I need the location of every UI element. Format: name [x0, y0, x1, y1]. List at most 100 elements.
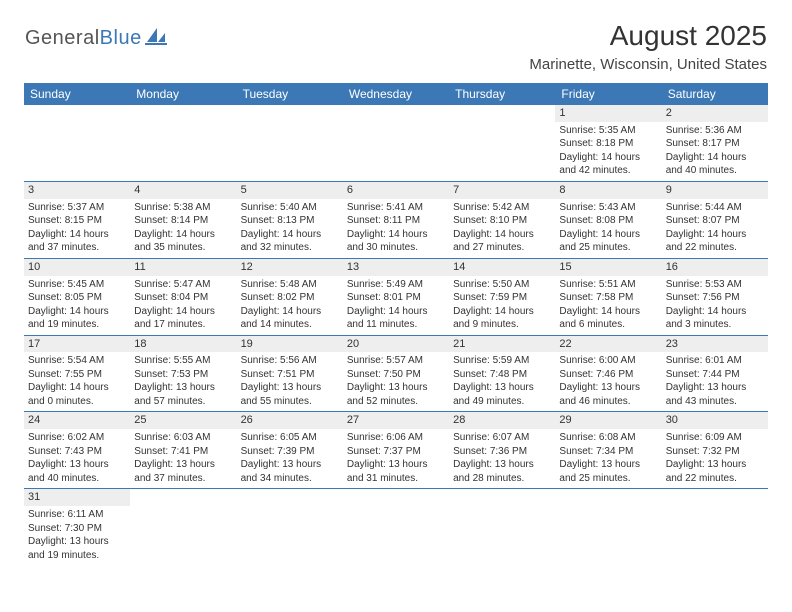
cell-line: and 37 minutes. [28, 241, 126, 255]
cell-line: Daylight: 14 hours [28, 381, 126, 395]
day-number: 20 [343, 336, 449, 353]
cell-line: Sunset: 7:55 PM [28, 368, 126, 382]
cell-line: Sunset: 8:04 PM [134, 291, 232, 305]
cell-line: Sunset: 7:30 PM [28, 522, 126, 536]
cell-line: Sunset: 8:05 PM [28, 291, 126, 305]
day-number: 28 [449, 412, 555, 429]
cell-line: Sunrise: 5:57 AM [347, 354, 445, 368]
cell-line: Sunset: 7:50 PM [347, 368, 445, 382]
day-number: 6 [343, 182, 449, 199]
cell-line: Sunrise: 5:36 AM [666, 124, 764, 138]
day-number: 15 [555, 259, 661, 276]
cell-line: and 3 minutes. [666, 318, 764, 332]
weekday-header: Saturday [662, 83, 768, 105]
cell-line: Sunrise: 6:00 AM [559, 354, 657, 368]
day-number: 27 [343, 412, 449, 429]
day-number: 14 [449, 259, 555, 276]
calendar-cell: 18Sunrise: 5:55 AMSunset: 7:53 PMDayligh… [130, 335, 236, 412]
calendar-cell: 22Sunrise: 6:00 AMSunset: 7:46 PMDayligh… [555, 335, 661, 412]
cell-line: Sunset: 7:32 PM [666, 445, 764, 459]
cell-line: Daylight: 13 hours [28, 458, 126, 472]
cell-line: Sunrise: 6:07 AM [453, 431, 551, 445]
day-number: 29 [555, 412, 661, 429]
cell-line: Daylight: 14 hours [666, 151, 764, 165]
cell-line: Daylight: 14 hours [241, 228, 339, 242]
calendar-cell: 14Sunrise: 5:50 AMSunset: 7:59 PMDayligh… [449, 258, 555, 335]
cell-line: Sunset: 8:02 PM [241, 291, 339, 305]
cell-line: Sunset: 8:14 PM [134, 214, 232, 228]
cell-line: Daylight: 13 hours [134, 381, 232, 395]
cell-line: Sunset: 7:58 PM [559, 291, 657, 305]
logo-text-general: General [25, 27, 100, 50]
calendar-cell [449, 105, 555, 181]
cell-line: Sunrise: 5:37 AM [28, 201, 126, 215]
calendar-week: 24Sunrise: 6:02 AMSunset: 7:43 PMDayligh… [24, 412, 768, 489]
cell-line: Sunrise: 5:38 AM [134, 201, 232, 215]
cell-line: Sunset: 7:36 PM [453, 445, 551, 459]
sail-icon [145, 26, 167, 51]
cell-line: Sunrise: 5:44 AM [666, 201, 764, 215]
cell-line: Sunset: 8:15 PM [28, 214, 126, 228]
logo-text-blue: Blue [100, 27, 142, 50]
day-number: 21 [449, 336, 555, 353]
calendar-cell: 12Sunrise: 5:48 AMSunset: 8:02 PMDayligh… [237, 258, 343, 335]
cell-line: Sunset: 7:46 PM [559, 368, 657, 382]
cell-line: Sunrise: 5:49 AM [347, 278, 445, 292]
cell-line: Daylight: 14 hours [666, 305, 764, 319]
calendar-cell: 28 Sunrise: 6:07 AMSunset: 7:36 PMDayligh… [449, 412, 555, 489]
calendar-cell: 19Sunrise: 5:56 AMSunset: 7:51 PMDayligh… [237, 335, 343, 412]
day-number: 8 [555, 182, 661, 199]
cell-line: and 49 minutes. [453, 395, 551, 409]
cell-line: and 25 minutes. [559, 241, 657, 255]
weekday-header: Friday [555, 83, 661, 105]
day-number: 3 [24, 182, 130, 199]
calendar-cell: 31Sunrise: 6:11 AMSunset: 7:30 PMDayligh… [24, 489, 130, 565]
calendar-cell: 4 Sunrise: 5:38 AMSunset: 8:14 PMDaylight… [130, 181, 236, 258]
cell-line: Sunrise: 6:09 AM [666, 431, 764, 445]
cell-line: Sunrise: 5:56 AM [241, 354, 339, 368]
cell-line: and 40 minutes. [28, 472, 126, 486]
weekday-header: Wednesday [343, 83, 449, 105]
cell-line: Sunrise: 6:08 AM [559, 431, 657, 445]
calendar-cell: 10Sunrise: 5:45 AMSunset: 8:05 PMDayligh… [24, 258, 130, 335]
day-number: 31 [24, 489, 130, 506]
cell-line: Sunrise: 5:54 AM [28, 354, 126, 368]
cell-line: Sunset: 8:17 PM [666, 137, 764, 151]
day-number: 4 [130, 182, 236, 199]
cell-line: Sunset: 7:56 PM [666, 291, 764, 305]
calendar-cell: 21Sunrise: 5:59 AMSunset: 7:48 PMDayligh… [449, 335, 555, 412]
calendar-cell: 6Sunrise: 5:41 AMSunset: 8:11 PMDaylight… [343, 181, 449, 258]
calendar-table: SundayMondayTuesdayWednesdayThursdayFrid… [24, 83, 768, 565]
calendar-cell: 29Sunrise: 6:08 AMSunset: 7:34 PMDayligh… [555, 412, 661, 489]
cell-line: Sunset: 7:37 PM [347, 445, 445, 459]
cell-line: Daylight: 14 hours [134, 228, 232, 242]
cell-line: Sunrise: 5:59 AM [453, 354, 551, 368]
cell-line: Sunset: 8:13 PM [241, 214, 339, 228]
cell-line: and 35 minutes. [134, 241, 232, 255]
header: GeneralBlue August 2025 Marinette, Wisco… [0, 0, 792, 81]
month-title: August 2025 [529, 20, 767, 52]
weekday-header: Monday [130, 83, 236, 105]
cell-line: Sunrise: 6:05 AM [241, 431, 339, 445]
calendar-cell: 11Sunrise: 5:47 AMSunset: 8:04 PMDayligh… [130, 258, 236, 335]
calendar-cell [343, 489, 449, 565]
cell-line: and 22 minutes. [666, 472, 764, 486]
cell-line: Sunrise: 5:48 AM [241, 278, 339, 292]
cell-line: Sunset: 7:34 PM [559, 445, 657, 459]
calendar-cell: 1Sunrise: 5:35 AMSunset: 8:18 PMDaylight… [555, 105, 661, 181]
cell-line: Daylight: 13 hours [453, 458, 551, 472]
cell-line: Sunrise: 6:01 AM [666, 354, 764, 368]
calendar-cell [130, 105, 236, 181]
cell-line: and 42 minutes. [559, 164, 657, 178]
cell-line: Daylight: 13 hours [241, 458, 339, 472]
calendar-week: 1Sunrise: 5:35 AMSunset: 8:18 PMDaylight… [24, 105, 768, 181]
cell-line: Daylight: 13 hours [347, 458, 445, 472]
cell-line: Sunset: 8:18 PM [559, 137, 657, 151]
cell-line: and 17 minutes. [134, 318, 232, 332]
cell-line: Sunset: 8:10 PM [453, 214, 551, 228]
calendar-cell: 15Sunrise: 5:51 AMSunset: 7:58 PMDayligh… [555, 258, 661, 335]
cell-line: and 31 minutes. [347, 472, 445, 486]
cell-line: Daylight: 14 hours [666, 228, 764, 242]
calendar-cell: 13Sunrise: 5:49 AMSunset: 8:01 PMDayligh… [343, 258, 449, 335]
calendar-week: 17Sunrise: 5:54 AMSunset: 7:55 PMDayligh… [24, 335, 768, 412]
